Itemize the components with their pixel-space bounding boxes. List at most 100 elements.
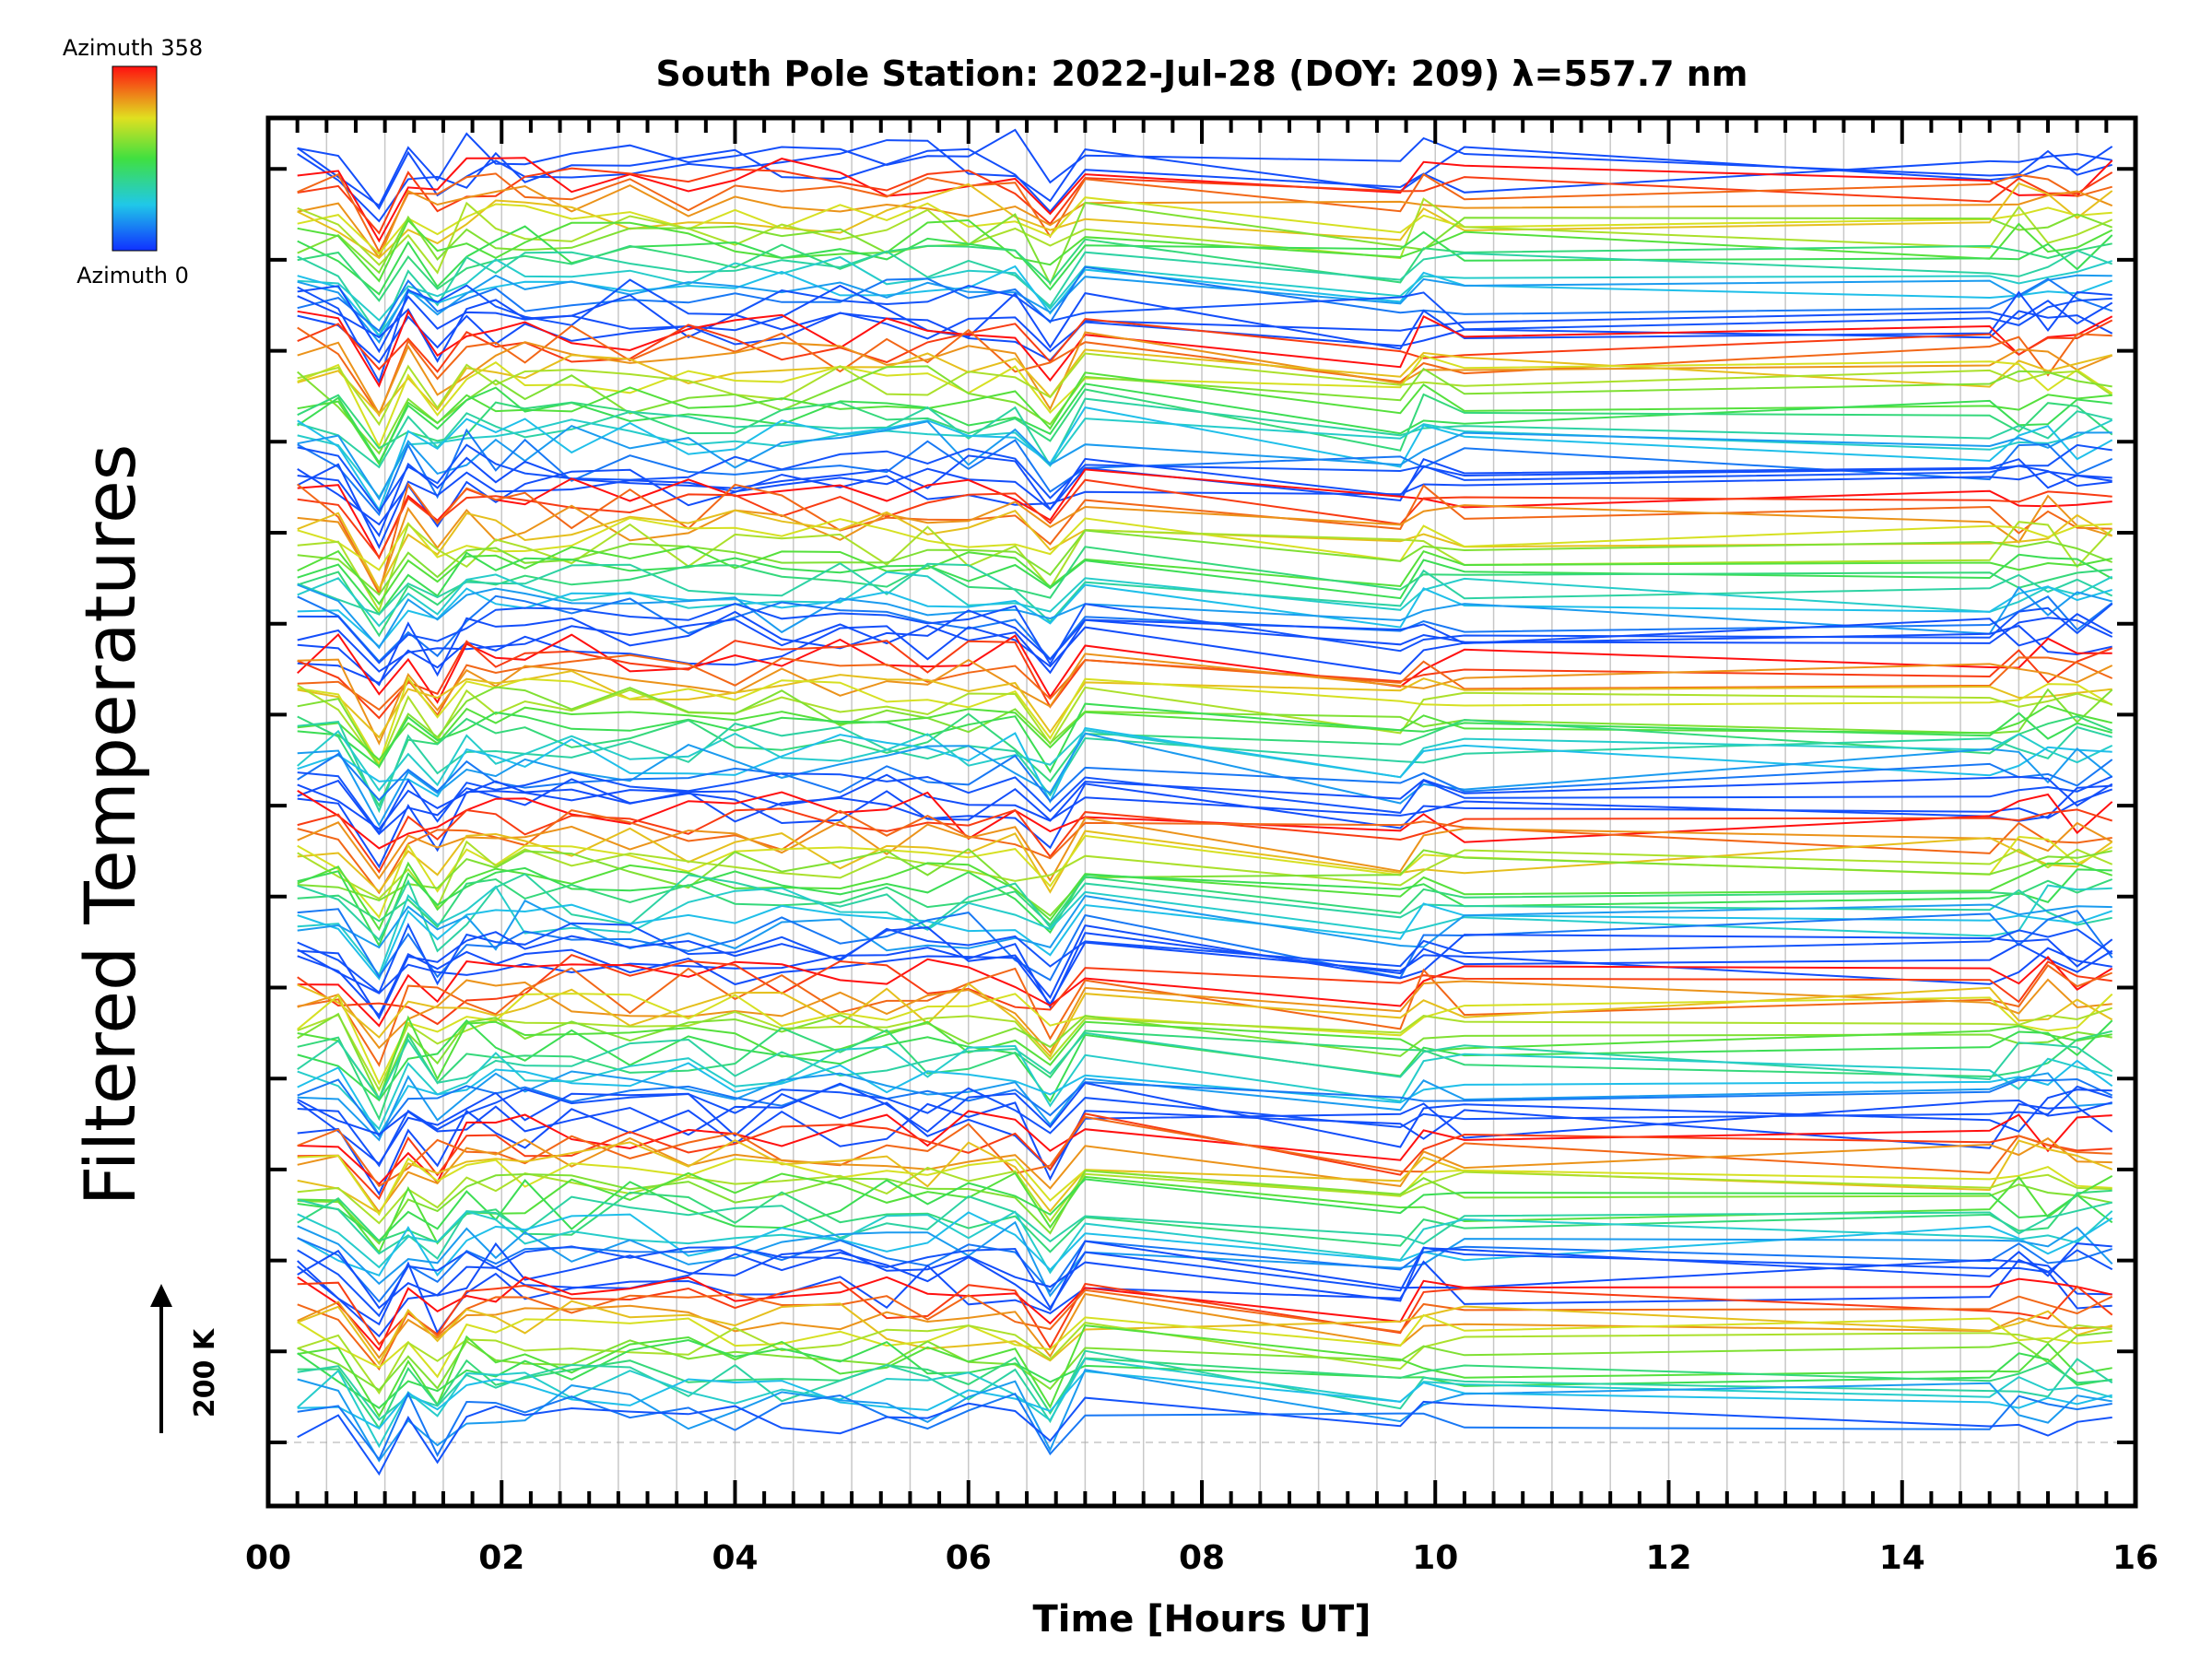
series-line (297, 388, 2113, 452)
series-line (297, 418, 2113, 500)
series-line (297, 516, 2112, 571)
series-line (297, 167, 2113, 235)
series-line (297, 632, 2112, 704)
series-line (297, 609, 2113, 687)
series-line (297, 594, 2113, 664)
series-line (297, 521, 2113, 613)
x-tick-label: 04 (712, 1539, 758, 1577)
series-line (297, 782, 2113, 869)
axis-ticks (266, 118, 2137, 1506)
series-line (297, 1194, 2112, 1260)
series-line (297, 454, 2112, 538)
series-line (297, 546, 2112, 638)
series-line (297, 406, 2113, 512)
series-line (297, 1358, 2112, 1449)
series-line (297, 873, 2112, 953)
series-line (297, 1349, 2113, 1424)
series-lines (297, 128, 2113, 1477)
series-line (297, 1324, 2112, 1418)
series-line (297, 249, 2113, 338)
series-line (297, 1396, 2112, 1477)
series-line (297, 278, 2112, 384)
series-line (297, 1189, 2112, 1253)
series-line (297, 1210, 2113, 1275)
series-line (297, 348, 2112, 417)
series-line (297, 1070, 2112, 1142)
series-line (297, 225, 2113, 296)
series-line (297, 1240, 2112, 1338)
series-line (297, 617, 2113, 675)
series-line (297, 884, 2112, 977)
series-line (297, 1300, 2112, 1366)
series-line (297, 726, 2112, 804)
colorbar: Azimuth 358 Azimuth 0 (63, 35, 203, 288)
series-line (297, 1110, 2112, 1185)
series-line (297, 993, 2113, 1086)
scale-arrow-icon (150, 1284, 172, 1307)
series-line (297, 847, 2112, 917)
series-line (297, 354, 2113, 449)
x-tick-labels: 00 02 04 06 08 10 12 14 16 (245, 1539, 2159, 1577)
series-line (297, 1245, 2113, 1318)
x-tick-label: 06 (946, 1539, 992, 1577)
series-line (297, 1044, 2112, 1131)
series-line (297, 1276, 2112, 1352)
series-line (297, 861, 2113, 932)
series-line (297, 1112, 2112, 1201)
series-line (297, 1391, 2112, 1462)
series-line (297, 562, 2113, 624)
series-line (297, 1154, 2112, 1217)
x-tick-label: 08 (1179, 1539, 1225, 1577)
x-tick-label: 00 (245, 1539, 291, 1577)
series-line (297, 294, 2113, 363)
series-line (297, 265, 2113, 333)
series-line (297, 218, 2113, 283)
series-line (297, 712, 2113, 808)
series-line (297, 752, 2113, 803)
series-line (297, 1018, 2113, 1103)
chart-title: South Pole Station: 2022-Jul-28 (DOY: 20… (656, 53, 1748, 94)
y-axis-label: Filtered Temperatures (69, 444, 151, 1206)
series-line (297, 1012, 2112, 1101)
series-line (297, 1166, 2112, 1225)
series-line (297, 182, 2113, 260)
series-line (297, 866, 2112, 948)
series-line (297, 551, 2113, 617)
series-line (297, 1370, 2112, 1430)
series-line (297, 1237, 2113, 1303)
x-tick-label: 10 (1412, 1539, 1458, 1577)
series-line (297, 443, 2112, 513)
series-line (297, 371, 2112, 466)
series-line (297, 352, 2113, 427)
series-line (297, 1288, 2113, 1371)
series-line (297, 1322, 2112, 1395)
series-line (297, 583, 2112, 650)
colorbar-top-label: Azimuth 358 (63, 35, 203, 61)
series-line (297, 895, 2112, 952)
series-line (297, 331, 2113, 417)
series-line (297, 809, 2112, 895)
series-line (297, 1115, 2112, 1188)
series-line (297, 732, 2113, 828)
series-line (297, 953, 2112, 1026)
series-line (297, 420, 2112, 501)
x-tick-label: 14 (1879, 1539, 1925, 1577)
series-line (297, 183, 2113, 260)
series-line (297, 197, 2113, 275)
series-line (297, 955, 2113, 1028)
series-line (297, 902, 2113, 981)
series-line (297, 1136, 2112, 1214)
scale-indicator: 200 K (150, 1284, 221, 1433)
series-line (297, 729, 2113, 793)
series-line (297, 478, 2112, 559)
colorbar-bottom-label: Azimuth 0 (76, 263, 189, 288)
series-line (297, 310, 2113, 364)
series-line (297, 669, 2112, 739)
series-line (297, 1211, 2113, 1277)
scale-label: 200 K (189, 1327, 221, 1418)
series-line (297, 978, 2112, 1054)
series-line (297, 1015, 2112, 1101)
series-line (297, 932, 2113, 1009)
plot-frame (265, 115, 2138, 1509)
